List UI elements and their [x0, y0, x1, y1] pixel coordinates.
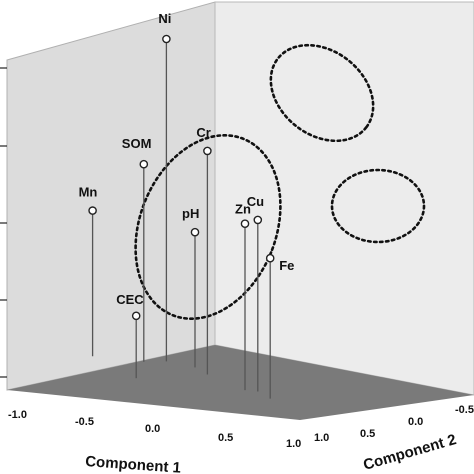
- point-cr: [203, 146, 212, 156]
- x-tick-label: 1.0: [286, 438, 301, 450]
- x-tick-label: 0.0: [145, 423, 160, 435]
- y-tick-label: 1.0: [314, 432, 329, 444]
- point-cec: [131, 311, 141, 321]
- point-label-som: SOM: [122, 136, 152, 151]
- group-ellipse-zn-cu-fe: [330, 168, 426, 244]
- group-ellipse-soil-properties: [134, 134, 282, 320]
- x-tick-label: -1.0: [8, 409, 27, 421]
- y-tick-label: 0.0: [408, 416, 423, 428]
- point-cu: [253, 215, 263, 225]
- point-mn: [88, 206, 97, 215]
- z-axis: [0, 67, 7, 378]
- point-label-fe: Fe: [279, 258, 294, 273]
- point-label-mn: Mn: [79, 185, 98, 200]
- point-ni: [162, 34, 171, 44]
- point-label-zn: Zn: [235, 202, 251, 217]
- x-tick-label: 0.5: [218, 432, 233, 444]
- y-axis-title: Component 2: [361, 431, 458, 474]
- point-label-cr: Cr: [196, 125, 210, 140]
- x-axis: -1.0 -0.5 0.0 0.5 1.0 Component 1: [8, 409, 301, 474]
- point-fe: [265, 253, 275, 263]
- right-wall: [214, 1, 474, 396]
- y-tick-label: 0.5: [360, 428, 375, 440]
- point-label-cec: CEC: [116, 292, 144, 307]
- stem-lines: [91, 39, 271, 399]
- group-ellipses: [134, 43, 426, 320]
- y-tick-label: -0.5: [455, 404, 474, 416]
- x-tick-label: -0.5: [75, 416, 94, 428]
- group-ellipse-ni-cr: [269, 43, 375, 143]
- point-label-ph: pH: [182, 206, 199, 221]
- point-ph: [190, 227, 200, 237]
- x-axis-title: Component 1: [85, 453, 182, 474]
- point-label-cu: Cu: [247, 194, 264, 209]
- point-zn: [240, 219, 250, 228]
- floor-plane: [7, 345, 474, 420]
- point-som: [139, 159, 149, 169]
- left-wall: [6, 1, 216, 391]
- point-markers: [88, 34, 275, 321]
- point-label-ni: Ni: [158, 11, 171, 26]
